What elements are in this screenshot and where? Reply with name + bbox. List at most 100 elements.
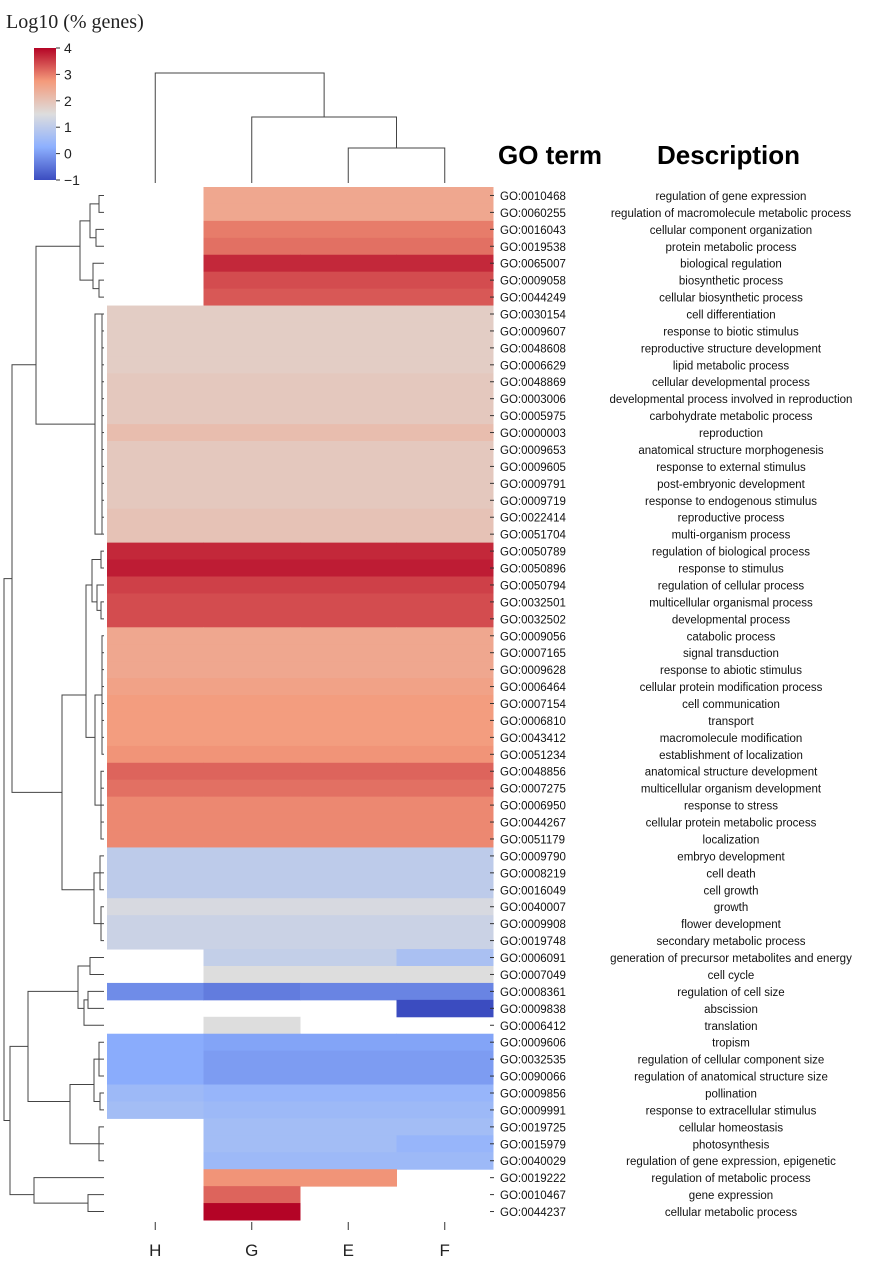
heatmap-cell (203, 322, 301, 340)
heatmap-cell (396, 745, 494, 764)
heatmap-cell (396, 1135, 494, 1153)
heatmap-cell (396, 356, 494, 374)
heatmap-cell (107, 322, 204, 340)
heatmap-cell (203, 965, 301, 984)
heatmap-cell (300, 830, 397, 848)
heatmap-cell (396, 559, 494, 577)
heatmap-cell (107, 728, 204, 747)
heatmap-cell (203, 559, 301, 577)
heatmap-cell (203, 525, 301, 544)
row-go-label: GO:0060255 (500, 208, 566, 220)
row-go-label: GO:0009606 (500, 1038, 566, 1050)
heatmap-cell (396, 728, 494, 747)
heatmap-cell (300, 898, 397, 916)
heatmap-cell (300, 457, 397, 476)
header-description: Description (657, 140, 800, 170)
row-description-label: biosynthetic process (679, 276, 783, 288)
row-dendrogram-branch (87, 990, 104, 1009)
colorbar-tick-label: −1 (64, 172, 80, 188)
row-description-label: regulation of cellular process (658, 580, 805, 592)
heatmap-cell (300, 339, 397, 357)
row-description-label: multicellular organismal process (649, 597, 813, 609)
row-go-label: GO:0032535 (500, 1055, 566, 1067)
row-go-label: GO:0048869 (500, 377, 566, 389)
heatmap-cell (396, 508, 494, 527)
heatmap-cell (300, 1033, 397, 1052)
heatmap-cell (107, 491, 204, 510)
row-go-label: GO:0010468 (500, 191, 566, 203)
row-description-label: carbohydrate metabolic process (650, 411, 813, 423)
heatmap-cell (107, 695, 204, 713)
heatmap-cell (300, 728, 397, 747)
heatmap-cell (300, 965, 397, 984)
row-description-label: anatomical structure morphogenesis (638, 445, 824, 457)
heatmap-cell (396, 542, 494, 561)
heatmap-cell (203, 356, 301, 374)
row-go-label: GO:0009790 (500, 851, 566, 863)
heatmap-cell (203, 1152, 301, 1170)
row-go-label: GO:0016043 (500, 225, 566, 237)
row-description-label: growth (714, 902, 749, 914)
row-description-label: reproductive process (678, 513, 785, 525)
heatmap-cell (396, 1050, 494, 1069)
heatmap-cell (107, 1033, 204, 1052)
row-description-label: catabolic process (687, 631, 776, 643)
row-description-label: macromolecule modification (660, 733, 803, 745)
colorbar-tick-label: 4 (64, 40, 72, 56)
heatmap-cell (396, 813, 494, 832)
heatmap-cell (203, 508, 301, 527)
heatmap-cell (396, 1118, 494, 1136)
row-dendrogram-branch (92, 262, 104, 290)
heatmap-cell (107, 644, 204, 662)
heatmap-cell (203, 542, 301, 561)
row-go-label: GO:0040007 (500, 902, 566, 914)
row-go-label: GO:0032502 (500, 614, 566, 626)
row-dendrogram-branch (98, 194, 104, 213)
row-go-label: GO:0006950 (500, 801, 566, 813)
row-description-label: regulation of biological process (652, 547, 810, 559)
heatmap-cell (396, 441, 494, 459)
row-go-label: GO:0044237 (500, 1207, 566, 1219)
heatmap-cell (300, 356, 397, 374)
heatmap-cell (396, 932, 494, 950)
heatmap-cell (107, 796, 204, 815)
heatmap-cell (107, 982, 204, 1001)
heatmap-cell (300, 1101, 397, 1119)
heatmap-cell (107, 457, 204, 476)
row-description-label: translation (704, 1021, 757, 1033)
heatmap-cell (107, 610, 204, 628)
row-dendrogram-branch (69, 1084, 99, 1145)
row-dendrogram-branch (89, 957, 104, 975)
row-description-label: gene expression (689, 1190, 773, 1202)
heatmap-cell (107, 390, 204, 408)
heatmap-cell (396, 288, 494, 307)
row-description-label: secondary metabolic process (657, 936, 806, 948)
heatmap-cell (203, 695, 301, 713)
heatmap-cell (396, 187, 494, 205)
row-description-label: response to stress (684, 801, 778, 813)
heatmap-cell (396, 762, 494, 781)
heatmap-cell (300, 881, 397, 899)
row-dendrogram-branch (93, 1058, 100, 1102)
row-go-label: GO:0010467 (500, 1190, 566, 1202)
heatmap-cell (203, 1135, 301, 1153)
row-description-label: response to biotic stimulus (663, 326, 799, 338)
row-go-label: GO:0009719 (500, 496, 566, 508)
heatmap-cell (203, 762, 301, 781)
heatmap-cell (203, 203, 301, 222)
row-dendrogram-branch (100, 601, 104, 620)
row-description-label: cellular homeostasis (679, 1122, 783, 1134)
row-description-label: embryo development (677, 851, 785, 863)
heatmap-cell (107, 762, 204, 781)
heatmap-cell (300, 542, 397, 561)
heatmap-cell (300, 1169, 397, 1187)
row-description-label: protein metabolic process (665, 242, 796, 254)
heatmap-cell (396, 627, 494, 645)
heatmap-cell (203, 424, 301, 442)
heatmap-cell (107, 627, 204, 645)
heatmap-cell (203, 491, 301, 510)
heatmap-cell (396, 237, 494, 256)
heatmap-cell (203, 339, 301, 357)
heatmap-cell (396, 220, 494, 239)
row-description-label: response to stimulus (678, 564, 784, 576)
